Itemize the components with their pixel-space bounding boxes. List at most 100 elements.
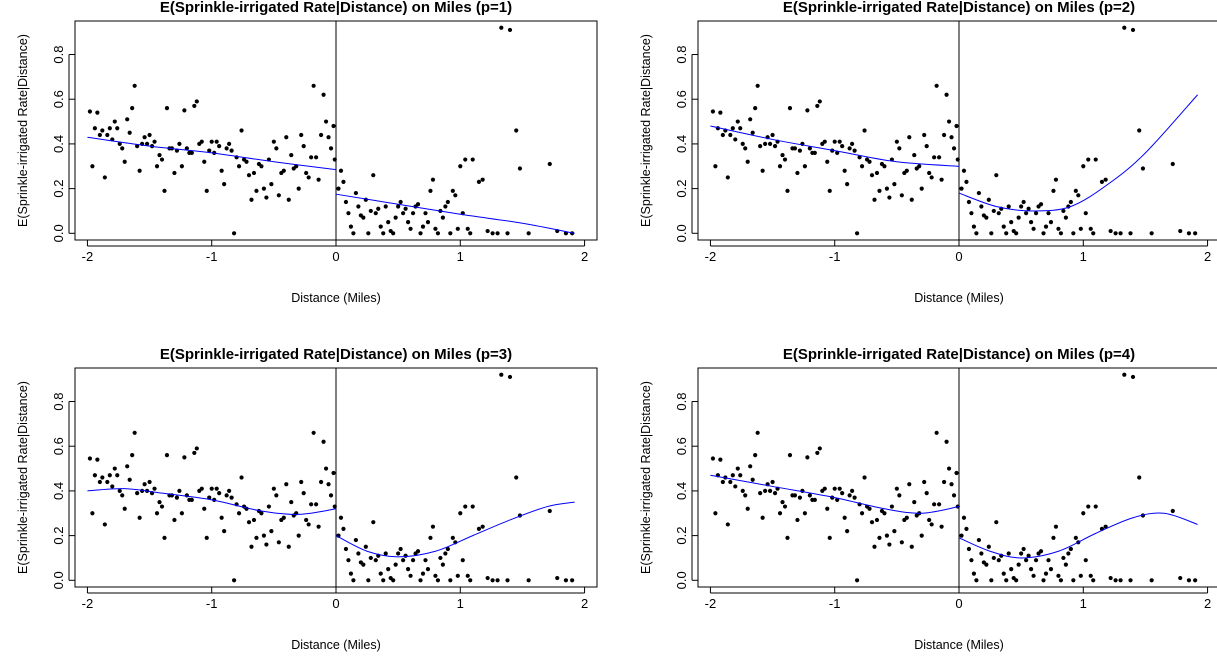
scatter-point [874, 170, 880, 176]
scatter-point [304, 170, 309, 176]
x-axis-label: Distance (Miles) [914, 291, 1004, 305]
scatter-point [100, 475, 105, 480]
scatter-point [1026, 553, 1031, 558]
scatter-point [507, 27, 513, 33]
scatter-point [1170, 508, 1175, 514]
scatter-point [87, 456, 93, 461]
scatter-point [289, 499, 294, 505]
scatter-point [351, 578, 356, 583]
scatter-point [763, 141, 768, 147]
scatter-point [718, 457, 723, 462]
scatter-point [254, 188, 259, 193]
scatter-point [1066, 551, 1071, 556]
scatter-point [1137, 128, 1142, 133]
scatter-point [445, 546, 450, 552]
scatter-point [812, 497, 817, 502]
scatter-point [927, 517, 932, 523]
scatter-point [755, 430, 760, 435]
scatter-point [157, 152, 162, 158]
scatter-point [306, 522, 311, 527]
scatter-point [1130, 27, 1136, 33]
y-tick-label: 0.8 [51, 45, 66, 63]
scatter-point [1063, 215, 1068, 220]
chart-title: E(Sprinkle-irrigated Rate|Distance) on M… [160, 0, 512, 16]
scatter-point [1021, 199, 1026, 205]
scatter-point [899, 193, 904, 198]
scatter-point [1001, 224, 1006, 229]
scatter-point [227, 141, 232, 147]
x-axis-label: Distance (Miles) [291, 291, 381, 305]
scatter-point [346, 558, 351, 563]
scatter-point [428, 188, 433, 193]
y-tick-label: 0.0 [51, 571, 66, 589]
scatter-point [944, 92, 949, 97]
scatter-point [214, 486, 219, 491]
scatter-point [1086, 157, 1091, 162]
scatter-point [1019, 204, 1024, 209]
scatter-point [1031, 226, 1036, 231]
scatter-point [264, 542, 269, 547]
scatter-point [332, 504, 337, 509]
y-tick-label: 0.2 [674, 527, 689, 545]
fit-line-left [87, 488, 337, 515]
scatter-point [445, 199, 450, 205]
scatter-point [110, 484, 115, 489]
scatter-point [391, 578, 396, 583]
scatter-point [90, 511, 95, 516]
scatter-point [817, 446, 822, 451]
scatter-point [1016, 562, 1021, 567]
panel-4: E(Sprinkle-irrigated Rate|Distance) on M… [639, 346, 1217, 652]
scatter-point [887, 542, 892, 547]
scatter-point [207, 148, 212, 153]
scatter-point [455, 573, 460, 578]
scatter-point [1078, 226, 1083, 231]
scatter-point [969, 211, 974, 216]
scatter-point [994, 173, 999, 178]
scatter-point [172, 170, 177, 176]
scatter-point [1071, 578, 1076, 583]
scatter-point [1004, 231, 1009, 236]
scatter-point [767, 488, 773, 494]
y-tick-label: 0.4 [674, 482, 689, 500]
scatter-point [996, 211, 1001, 216]
scatter-point [122, 506, 127, 511]
scatter-point [514, 128, 519, 133]
scatter-point [249, 197, 254, 202]
scatter-point [209, 486, 214, 491]
scatter-point [224, 146, 229, 151]
scatter-point [874, 517, 880, 523]
scatter-point [326, 482, 331, 487]
scatter-point [301, 144, 306, 149]
scatter-point [817, 99, 822, 104]
scatter-point [276, 540, 281, 545]
scatter-point [1056, 226, 1061, 231]
scatter-point [1061, 208, 1066, 214]
scatter-point [227, 488, 232, 494]
scatter-point [770, 479, 775, 485]
scatter-point [231, 578, 237, 583]
scatter-point [341, 179, 346, 184]
x-tick-label: -1 [829, 249, 841, 264]
scatter-point [420, 224, 426, 229]
scatter-point [792, 493, 798, 498]
scatter-point [745, 506, 750, 511]
scatter-point [246, 173, 252, 178]
scatter-point [1083, 558, 1088, 563]
scatter-point [236, 511, 242, 516]
scatter-point [102, 522, 107, 527]
scatter-point [909, 197, 914, 202]
scatter-point [979, 551, 984, 556]
scatter-point [1009, 220, 1014, 225]
scatter-point [899, 540, 904, 545]
scatter-point [144, 141, 150, 147]
scatter-point [152, 486, 157, 491]
scatter-point [125, 464, 130, 469]
scatter-point [373, 558, 378, 563]
scatter-point [401, 558, 406, 563]
scatter-point [316, 524, 321, 529]
scatter-point [222, 529, 227, 534]
scatter-point [286, 544, 291, 549]
scatter-point [281, 515, 286, 520]
scatter-point [244, 159, 249, 164]
scatter-point [396, 551, 401, 556]
